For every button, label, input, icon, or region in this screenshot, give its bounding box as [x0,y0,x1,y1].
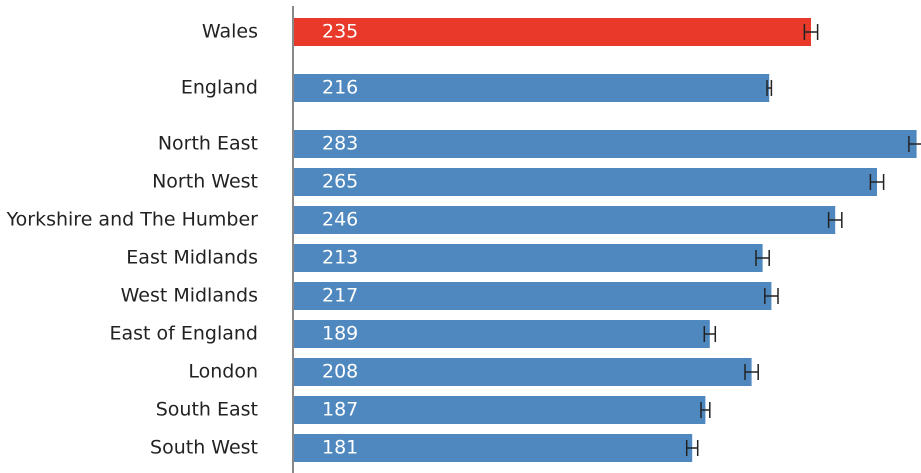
bar [294,206,836,234]
category-label: South West [150,437,258,459]
bar [294,18,811,46]
bar [294,130,917,158]
error-bar [908,136,921,152]
error-bar [766,80,773,96]
error-bar [685,440,699,456]
error-bar [744,364,759,380]
value-label: 213 [322,247,358,269]
category-label: North East [158,133,258,155]
value-label: 246 [322,209,358,231]
value-label: 181 [322,437,358,459]
category-label: East of England [109,323,258,345]
bar [294,358,752,386]
value-label: 187 [322,399,358,421]
error-bar [827,212,843,228]
category-label: England [181,77,258,99]
error-bar [755,250,770,266]
bar [294,320,710,348]
bar [294,282,772,310]
bar [294,434,693,462]
category-label: South East [156,399,258,421]
category-label: North West [152,171,258,193]
value-label: 283 [322,133,358,155]
error-bar [764,288,779,304]
category-label: East Midlands [126,247,258,269]
value-label: 217 [322,285,358,307]
bar [294,244,763,272]
value-label: 235 [322,21,358,43]
value-label: 216 [322,77,358,99]
value-label: 208 [322,361,358,383]
value-label: 265 [322,171,358,193]
bar [294,74,770,102]
error-bar [700,402,711,418]
value-label: 189 [322,323,358,345]
category-label: Wales [202,21,258,43]
category-label: Yorkshire and The Humber [6,209,259,231]
error-bar [869,174,885,190]
error-bar [803,24,819,40]
category-label: London [188,361,258,383]
error-bar [703,326,717,342]
category-label: West Midlands [121,285,258,307]
bar [294,396,706,424]
bar [294,168,877,196]
